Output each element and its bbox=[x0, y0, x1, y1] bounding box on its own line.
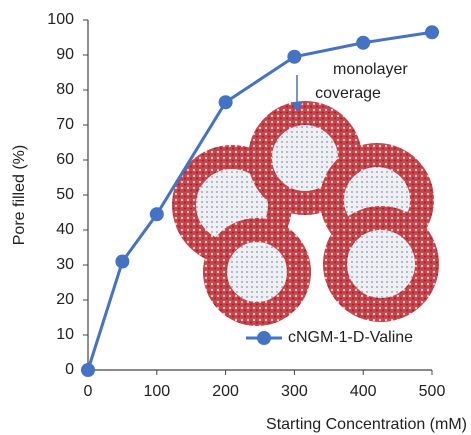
y-axis-label: Pore filled (%) bbox=[11, 145, 28, 245]
x-axis-label: Starting Concentration (mM) bbox=[266, 416, 467, 433]
y-tick-label: 60 bbox=[56, 151, 74, 168]
x-tick-label: 500 bbox=[419, 383, 446, 400]
pore-illustration bbox=[184, 113, 427, 314]
y-tick-label: 90 bbox=[56, 46, 74, 63]
data-point bbox=[150, 207, 164, 221]
x-tick-label: 100 bbox=[143, 383, 170, 400]
y-tick-label: 50 bbox=[56, 186, 74, 203]
annotation: monolayer bbox=[333, 61, 408, 78]
x-tick-label: 0 bbox=[84, 383, 93, 400]
legend-marker bbox=[257, 331, 271, 345]
data-point bbox=[115, 255, 129, 269]
y-tick-label: 20 bbox=[56, 291, 74, 308]
data-point bbox=[287, 50, 301, 64]
data-point bbox=[425, 25, 439, 39]
y-tick-label: 70 bbox=[56, 116, 74, 133]
data-point bbox=[81, 363, 95, 377]
y-tick-label: 80 bbox=[56, 81, 74, 98]
legend-label: cNGM-1-D-Valine bbox=[288, 329, 413, 346]
data-point bbox=[219, 95, 233, 109]
y-tick-label: 100 bbox=[47, 11, 74, 28]
y-tick-label: 40 bbox=[56, 221, 74, 238]
x-tick-label: 300 bbox=[281, 383, 308, 400]
y-tick-label: 10 bbox=[56, 326, 74, 343]
annotation: coverage bbox=[315, 85, 381, 102]
data-point bbox=[356, 36, 370, 50]
chart: Pore filled (%) Starting Concentration (… bbox=[0, 0, 471, 435]
x-tick-label: 400 bbox=[350, 383, 377, 400]
y-tick-label: 0 bbox=[65, 361, 74, 378]
x-tick-label: 200 bbox=[212, 383, 239, 400]
y-tick-label: 30 bbox=[56, 256, 74, 273]
